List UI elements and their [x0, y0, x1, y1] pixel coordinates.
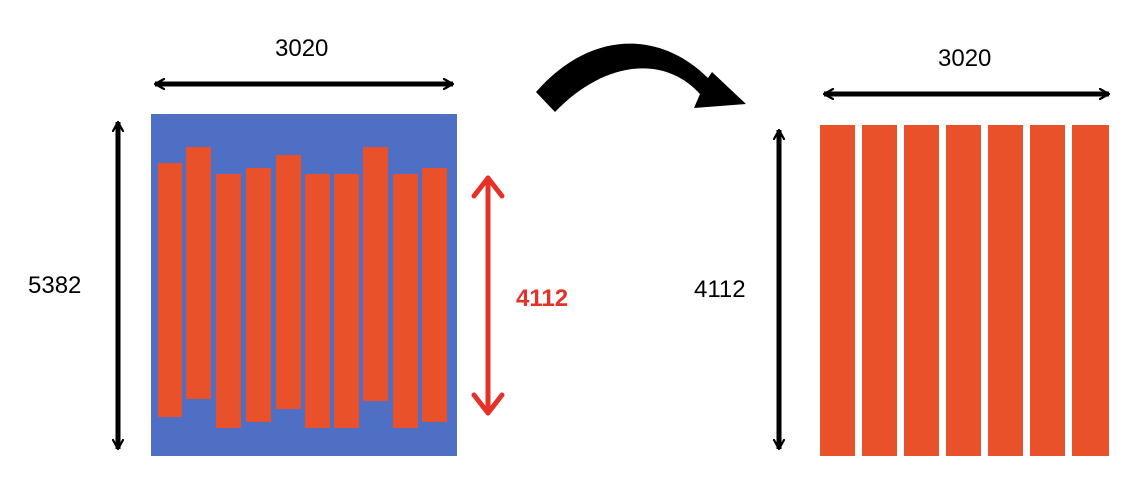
before-strip-6	[305, 174, 330, 428]
after-strips	[820, 125, 1109, 456]
before-strip-4	[246, 168, 271, 422]
before-panel	[118, 84, 505, 456]
after-strip-1	[820, 125, 855, 456]
before-strip-2	[186, 147, 211, 399]
after-height-label: 4112	[694, 276, 746, 303]
before-strip-9	[393, 174, 418, 428]
after-panel	[779, 94, 1109, 456]
transform-arrow-icon	[536, 43, 746, 112]
strip-height-arrow	[471, 175, 505, 416]
after-strip-7	[1072, 125, 1109, 456]
before-strip-3	[216, 174, 241, 428]
before-width-label: 3020	[275, 35, 329, 62]
before-strip-5	[276, 155, 301, 409]
after-strip-2	[862, 125, 897, 456]
after-width-label: 3020	[938, 45, 992, 72]
before-strip-8	[363, 147, 388, 401]
after-strip-5	[988, 125, 1023, 456]
after-strip-3	[904, 125, 939, 456]
before-strips	[158, 147, 447, 428]
before-strip-7	[334, 174, 359, 428]
before-strip-1	[158, 163, 182, 417]
after-strip-6	[1030, 125, 1065, 456]
before-height-label: 5382	[28, 272, 82, 299]
before-strip-10	[422, 168, 447, 422]
after-strip-4	[946, 125, 981, 456]
strip-height-label: 4112	[516, 285, 569, 312]
